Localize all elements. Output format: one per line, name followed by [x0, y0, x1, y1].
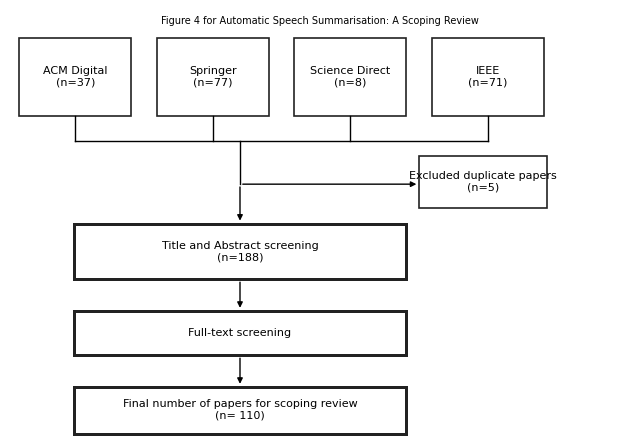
Bar	[74, 224, 406, 279]
Text: Figure 4 for Automatic Speech Summarisation: A Scoping Review: Figure 4 for Automatic Speech Summarisat…	[161, 16, 479, 25]
Text: Title and Abstract screening
(n=188): Title and Abstract screening (n=188)	[162, 240, 318, 262]
Bar	[419, 156, 547, 208]
Text: Science Direct
(n=8): Science Direct (n=8)	[310, 66, 390, 88]
Text: Springer
(n=77): Springer (n=77)	[189, 66, 237, 88]
Text: IEEE
(n=71): IEEE (n=71)	[468, 66, 508, 88]
Bar	[74, 311, 406, 355]
Bar	[157, 38, 269, 116]
Text: ACM Digital
(n=37): ACM Digital (n=37)	[43, 66, 108, 88]
Text: Excluded duplicate papers
(n=5): Excluded duplicate papers (n=5)	[410, 171, 557, 193]
Text: Full-text screening: Full-text screening	[188, 328, 292, 338]
Bar	[294, 38, 406, 116]
Bar	[74, 387, 406, 434]
Bar	[19, 38, 131, 116]
Bar	[432, 38, 544, 116]
Text: Final number of papers for scoping review
(n= 110): Final number of papers for scoping revie…	[123, 399, 357, 421]
